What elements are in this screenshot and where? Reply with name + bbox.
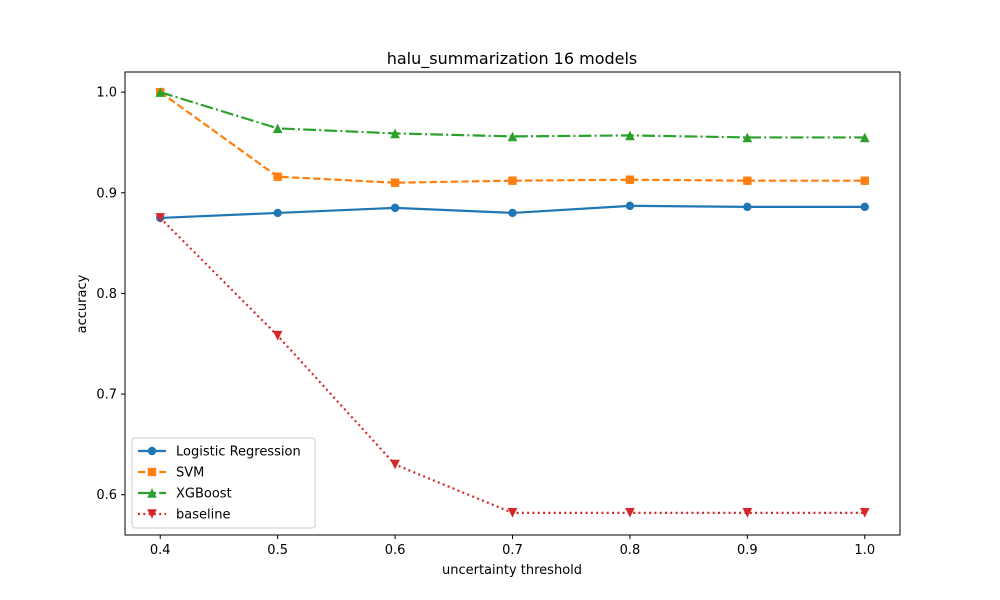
y-tick-label: 0.6 bbox=[96, 488, 117, 503]
data-point-svm bbox=[508, 176, 517, 185]
x-tick-label: 0.6 bbox=[385, 543, 406, 558]
data-point-baseline bbox=[272, 330, 283, 341]
data-point-logistic-regression bbox=[625, 201, 635, 211]
data-point-svm bbox=[860, 176, 869, 185]
data-point-baseline bbox=[625, 508, 635, 518]
legend-label: SVM bbox=[176, 466, 204, 481]
data-point-baseline bbox=[155, 213, 166, 223]
y-tick-label: 1.0 bbox=[96, 86, 117, 101]
data-point-baseline bbox=[742, 508, 753, 518]
y-axis-label: accuracy bbox=[75, 274, 90, 333]
chart-title: halu_summarization 16 models bbox=[387, 49, 638, 69]
legend-label: XGBoost bbox=[176, 487, 232, 502]
x-tick-label: 0.7 bbox=[502, 543, 523, 558]
data-point-xgboost bbox=[625, 130, 635, 141]
data-point-logistic-regression bbox=[508, 208, 517, 218]
data-point-logistic-regression bbox=[860, 202, 869, 212]
data-point-xgboost bbox=[742, 132, 753, 143]
legend: Logistic Regression SVM XGBoost baseline bbox=[131, 437, 316, 529]
data-point-svm bbox=[625, 175, 635, 184]
series-line-xgboost bbox=[159, 91, 865, 139]
data-point-logistic-regression bbox=[390, 203, 400, 213]
data-point-xgboost bbox=[390, 128, 400, 139]
x-tick-label: 0.5 bbox=[267, 543, 288, 558]
data-point-logistic-regression bbox=[273, 208, 282, 218]
x-tick-label: 0.4 bbox=[150, 543, 171, 558]
data-point-svm bbox=[273, 172, 282, 181]
legend-box bbox=[131, 437, 316, 529]
series-baseline bbox=[155, 213, 870, 518]
data-point-xgboost bbox=[507, 131, 518, 142]
series-logistic-regression bbox=[156, 201, 869, 223]
legend-label: baseline bbox=[176, 508, 230, 523]
x-tick-label: 0.8 bbox=[620, 543, 641, 558]
plot-area bbox=[155, 87, 870, 518]
legend-label: Logistic Regression bbox=[176, 445, 301, 460]
legend-entry-xgboost: XGBoost bbox=[138, 487, 232, 502]
legend-swatch-marker bbox=[147, 467, 157, 477]
data-point-xgboost bbox=[272, 123, 283, 134]
legend-entry-logistic-regression: Logistic Regression bbox=[138, 445, 301, 460]
y-tick-label: 0.7 bbox=[96, 388, 117, 403]
y-tick-label: 0.8 bbox=[96, 287, 117, 302]
data-point-logistic-regression bbox=[743, 202, 752, 212]
legend-entry-baseline: baseline bbox=[138, 508, 230, 523]
legend-entry-svm: SVM bbox=[138, 466, 204, 481]
y-tick-label: 0.9 bbox=[96, 186, 117, 201]
axes: 0.4 0.5 0.6 0.7 0.8 0.9 1.0 0.6 0.7 0.8 0.9 1.0 bbox=[96, 71, 901, 558]
series-xgboost bbox=[155, 87, 870, 143]
x-axis-label: uncertainty threshold bbox=[442, 563, 582, 578]
data-point-baseline bbox=[859, 508, 870, 518]
legend-swatch-marker bbox=[147, 446, 157, 456]
x-tick-label: 0.9 bbox=[737, 543, 758, 558]
data-point-baseline bbox=[390, 459, 400, 470]
legend-swatch-marker bbox=[147, 509, 157, 519]
data-point-svm bbox=[390, 178, 400, 187]
x-tick-label: 1.0 bbox=[854, 543, 875, 558]
data-point-xgboost bbox=[155, 87, 166, 97]
data-point-xgboost bbox=[859, 132, 870, 143]
data-point-baseline bbox=[507, 508, 518, 518]
legend-swatch-marker bbox=[147, 488, 157, 498]
data-point-svm bbox=[743, 176, 752, 185]
